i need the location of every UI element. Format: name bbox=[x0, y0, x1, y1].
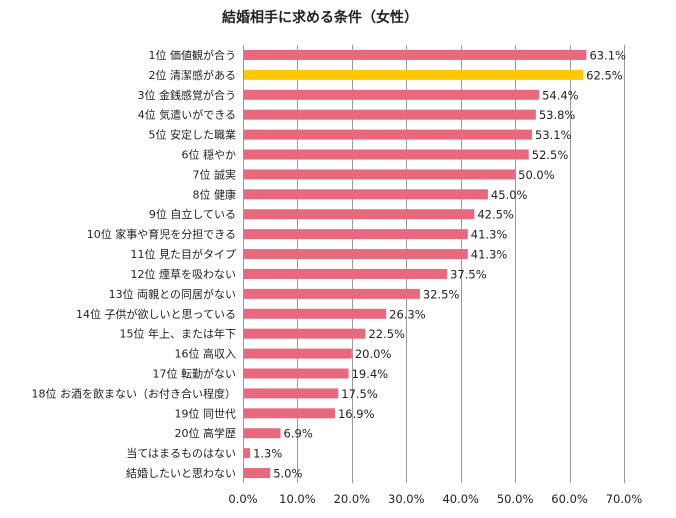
data-label: 19.4% bbox=[352, 367, 389, 381]
category-label: 10位 家事や育児を分担できる bbox=[87, 227, 236, 241]
bar bbox=[244, 129, 533, 140]
category-label: 20位 高学歴 bbox=[175, 426, 237, 440]
bar bbox=[244, 189, 488, 200]
bar bbox=[244, 328, 366, 339]
category-label: 7位 誠実 bbox=[193, 167, 237, 181]
data-label: 5.0% bbox=[273, 467, 302, 481]
bar bbox=[244, 229, 468, 240]
data-label: 41.3% bbox=[471, 248, 508, 262]
data-label: 32.5% bbox=[423, 287, 460, 301]
data-label: 45.0% bbox=[491, 188, 528, 202]
category-label: 13位 両親との同居がない bbox=[109, 287, 236, 301]
category-label: 当てはまるものはない bbox=[126, 446, 236, 460]
category-label: 5位 安定した職業 bbox=[149, 128, 237, 142]
bar bbox=[244, 209, 475, 220]
category-label: 結婚したいと思わない bbox=[126, 466, 236, 480]
x-tick-label: 70.0% bbox=[606, 492, 643, 506]
bar bbox=[244, 428, 281, 439]
x-tick-label: 10.0% bbox=[279, 492, 316, 506]
category-labels: 1位 価値観が合う 2位 清潔感がある 3位 金銭感覚が合う 4位 気遣いができる 5位… bbox=[32, 48, 237, 480]
data-label: 20.0% bbox=[355, 347, 392, 361]
category-label: 2位 清潔感がある bbox=[149, 68, 237, 82]
x-tick-label: 30.0% bbox=[388, 492, 425, 506]
category-label: 1位 価値観が合う bbox=[149, 48, 237, 62]
bar bbox=[244, 49, 587, 60]
bar bbox=[244, 268, 448, 279]
category-label: 3位 金銭感覚が合う bbox=[138, 88, 237, 102]
x-tick-label: 20.0% bbox=[334, 492, 371, 506]
category-label: 15位 年上、または年下 bbox=[120, 327, 237, 341]
x-tick-label: 0.0% bbox=[228, 492, 257, 506]
category-label: 19位 同世代 bbox=[175, 406, 237, 420]
data-label: 26.3% bbox=[389, 307, 426, 321]
data-label: 52.5% bbox=[532, 148, 569, 162]
data-label: 17.5% bbox=[341, 387, 378, 401]
bar bbox=[244, 468, 271, 479]
data-label: 53.8% bbox=[539, 108, 576, 122]
bar bbox=[244, 308, 387, 319]
x-axis-ticks: 0.0% 10.0% 20.0% 30.0% 40.0% 50.0% 60.0% 70.0% bbox=[228, 492, 642, 506]
bar bbox=[244, 348, 352, 359]
data-label: 50.0% bbox=[518, 168, 555, 182]
bar bbox=[244, 448, 251, 459]
data-label: 41.3% bbox=[471, 228, 508, 242]
x-tick-label: 50.0% bbox=[497, 492, 534, 506]
category-label: 9位 自立している bbox=[149, 207, 236, 221]
bar bbox=[244, 109, 536, 120]
bar bbox=[244, 89, 540, 100]
data-label: 16.9% bbox=[338, 407, 375, 421]
bar bbox=[244, 368, 349, 379]
bar bbox=[244, 169, 516, 180]
category-label: 11位 見た目がタイプ bbox=[131, 247, 237, 261]
data-label: 6.9% bbox=[284, 427, 313, 441]
bar bbox=[244, 249, 468, 260]
data-label: 54.4% bbox=[542, 88, 579, 102]
bar bbox=[244, 149, 529, 160]
x-tick-label: 40.0% bbox=[442, 492, 479, 506]
data-label: 42.5% bbox=[477, 208, 514, 222]
x-tick-label: 60.0% bbox=[551, 492, 588, 506]
category-label: 18位 お酒を飲まない（お付き合い程度） bbox=[32, 386, 237, 400]
category-label: 17位 転勤がない bbox=[153, 367, 237, 381]
bars bbox=[244, 49, 587, 479]
value-labels: 63.1% 62.5% 54.4% 53.8% 53.1% 52.5% 50.0% 45.0%… bbox=[253, 48, 626, 480]
category-label: 12位 煙草を吸わない bbox=[131, 267, 237, 281]
chart-title: 結婚相手に求める条件（女性） bbox=[222, 9, 418, 26]
bar bbox=[244, 388, 339, 399]
bar bbox=[244, 408, 335, 419]
category-label: 4位 気遣いができる bbox=[138, 108, 236, 122]
bar bbox=[244, 69, 584, 80]
data-label: 37.5% bbox=[450, 267, 487, 281]
data-label: 53.1% bbox=[535, 128, 572, 142]
data-label: 22.5% bbox=[368, 327, 405, 341]
data-label: 1.3% bbox=[253, 447, 282, 461]
category-label: 8位 健康 bbox=[193, 187, 237, 201]
data-label: 63.1% bbox=[589, 48, 626, 62]
bar bbox=[244, 288, 420, 299]
data-label: 62.5% bbox=[586, 68, 623, 82]
category-label: 14位 子供が欲しいと思っている bbox=[76, 307, 236, 321]
category-label: 6位 穏やか bbox=[182, 148, 237, 162]
category-label: 16位 高収入 bbox=[175, 347, 237, 361]
